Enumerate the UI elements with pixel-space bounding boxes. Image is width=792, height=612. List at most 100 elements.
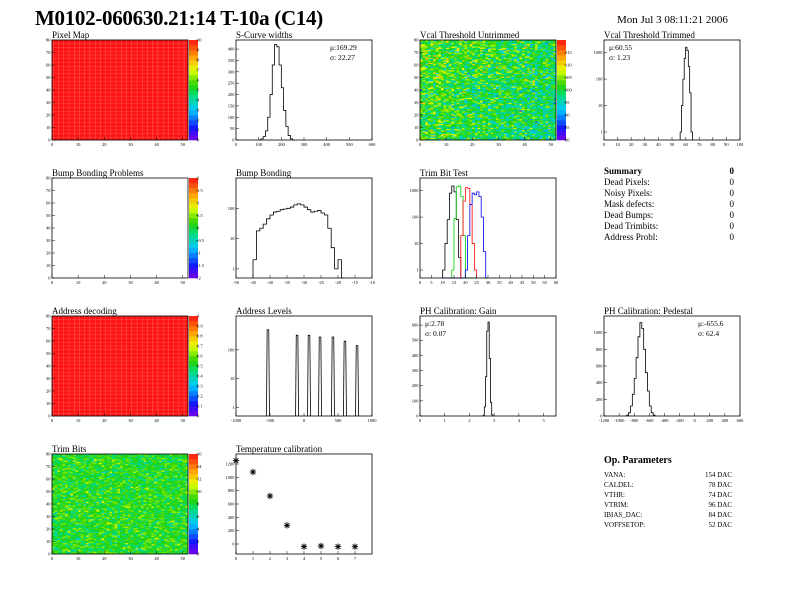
heatmap-cell (80, 136, 84, 138)
heatmap-cell (59, 40, 63, 42)
z-tick-label: 1 (197, 128, 199, 133)
heatmap-cell (75, 88, 79, 91)
heatmap-cell (65, 70, 68, 72)
heatmap-cell (80, 103, 84, 106)
heatmap-cell (70, 81, 74, 83)
heatmap-cell (75, 50, 79, 52)
heatmap-cell (80, 51, 84, 53)
heatmap-cell (54, 131, 58, 133)
heatmap-cell (65, 98, 68, 101)
heatmap-cell (80, 101, 84, 103)
heatmap-cell (59, 108, 63, 111)
chart-title: S-Curve widths (236, 30, 293, 40)
heatmap-cell (80, 67, 84, 70)
heatmap-cell (59, 101, 63, 103)
heatmap-cell (54, 53, 58, 56)
heatmap-cell (80, 58, 84, 61)
heatmap-cell (75, 71, 79, 73)
heatmap-cell (80, 92, 84, 95)
heatmap-cell (75, 48, 79, 51)
heatmap-cell (80, 120, 84, 122)
main-title: M0102-060630.21:14 T-10a (C14) (35, 6, 323, 30)
heatmap-cell (70, 85, 74, 87)
heatmap-cell (75, 70, 79, 72)
y-tick-label: 70 (46, 50, 51, 55)
heatmap-cell (59, 98, 63, 101)
heatmap-cell (75, 67, 79, 70)
heatmap-cell (80, 81, 84, 83)
x-tick-label: 500 (346, 142, 354, 147)
heatmap-cell (80, 113, 84, 116)
heatmap-cell (70, 80, 74, 82)
heatmap-cell (80, 41, 84, 43)
chart-title: Vcal Threshold Untrimmed (420, 30, 520, 40)
heatmap-cell (80, 130, 84, 132)
heatmap-cell (65, 102, 68, 105)
heatmap-cell (54, 117, 58, 120)
heatmap-cell (54, 62, 58, 65)
heatmap-cell (54, 90, 58, 92)
heatmap-cell (65, 115, 68, 117)
x-tick-label: 30 (128, 142, 133, 147)
heatmap-cell (65, 57, 68, 60)
heatmap-cell (54, 133, 58, 136)
heatmap-cell (80, 70, 84, 72)
heatmap-cell (54, 56, 58, 58)
heatmap-cell (59, 60, 63, 62)
y-tick-label: 100 (228, 115, 236, 120)
heatmap-cell (75, 100, 79, 102)
heatmap-cell (54, 128, 58, 131)
heatmap-cell (59, 86, 63, 88)
heatmap-cell (59, 83, 63, 86)
heatmap-cell (80, 132, 84, 135)
heatmap-cell (70, 111, 74, 113)
z-tick-label: 7 (197, 68, 200, 73)
heatmap-cell (80, 78, 84, 81)
heatmap-cell (75, 126, 79, 128)
heatmap-cell (65, 121, 68, 123)
heatmap-cell (75, 51, 79, 53)
x-tick-label: 100 (255, 142, 263, 147)
heatmap-cell (75, 76, 79, 78)
heatmap-cell (80, 87, 84, 90)
heatmap-cell (59, 71, 63, 73)
heatmap-cell (80, 48, 84, 51)
heatmap-cell (80, 52, 84, 55)
y-tick-label: 10 (46, 125, 51, 130)
heatmap-cell (54, 83, 58, 86)
heatmap-cell (75, 61, 79, 63)
heatmap-cell (54, 130, 58, 132)
heatmap-cell (54, 45, 58, 47)
heatmap-cell (59, 126, 63, 128)
heatmap-cell (80, 88, 84, 91)
heatmap-cell (70, 51, 74, 53)
heatmap-cell (65, 120, 68, 122)
heatmap-cell (59, 93, 63, 96)
y-tick-label: 300 (228, 69, 236, 74)
z-tick-label: 5 (197, 88, 200, 93)
heatmap-cell (80, 47, 84, 50)
heatmap-cell (80, 118, 84, 121)
heatmap-cell (59, 116, 63, 118)
heatmap-cell (80, 128, 84, 131)
heatmap-cell (70, 41, 74, 43)
heatmap-cell (54, 137, 58, 140)
heatmap-cell (70, 137, 74, 140)
heatmap-cell (80, 62, 84, 65)
heatmap-cell (65, 130, 68, 132)
heatmap-cell (80, 83, 84, 86)
heatmap-cell (65, 51, 68, 53)
x-tick-label: 10 (76, 142, 81, 147)
heatmap-cell (65, 67, 68, 70)
heatmap-cell (65, 95, 68, 97)
heatmap-cell (65, 122, 68, 125)
heatmap-cell (54, 60, 58, 62)
heatmap-cell (75, 82, 79, 85)
x-tick-label: 40 (154, 142, 159, 147)
stats-label: μ:169.29 (330, 43, 357, 52)
y-tick-label: 50 (46, 75, 51, 80)
heatmap-cell (65, 50, 68, 52)
heatmap-cell (80, 102, 84, 105)
heatmap-cell (70, 110, 74, 112)
